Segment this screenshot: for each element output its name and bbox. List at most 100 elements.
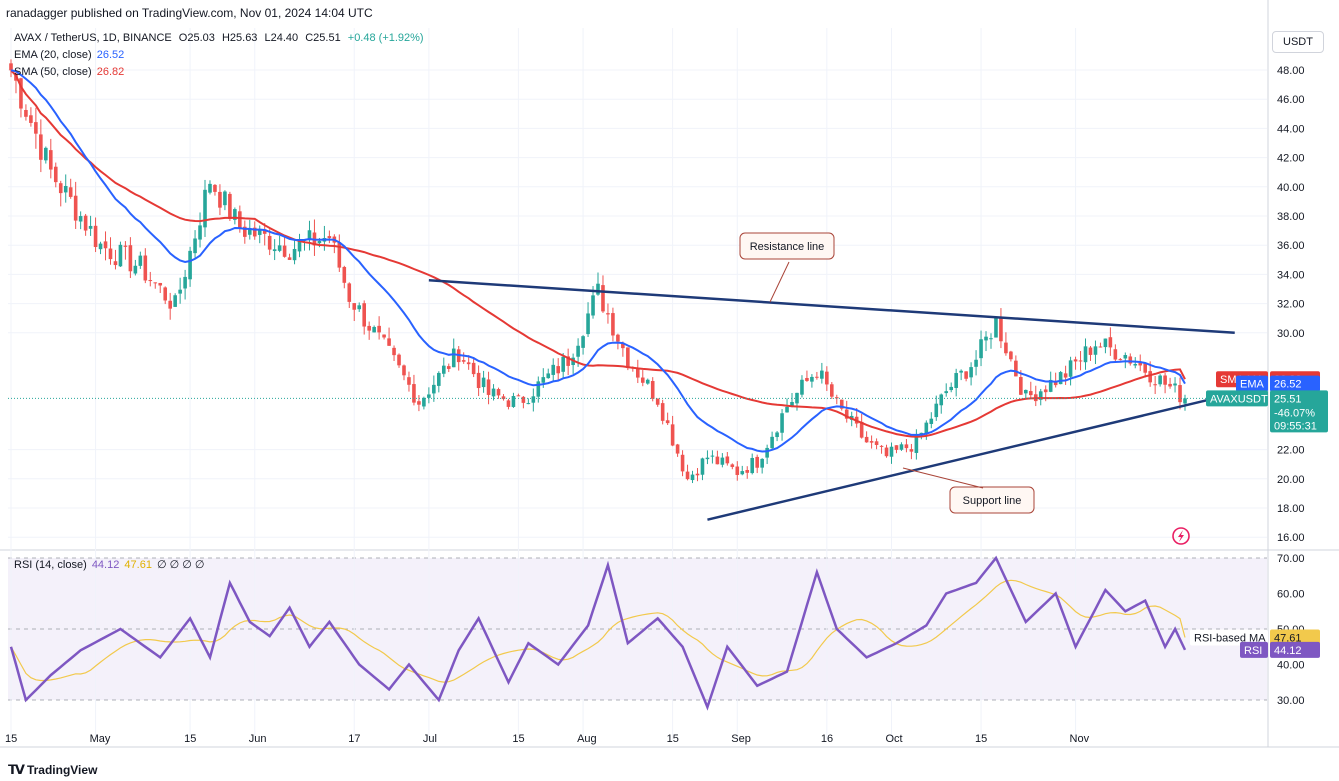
sma-legend[interactable]: SMA (50, close) 26.82 — [14, 66, 124, 78]
price-axis-name: AVAXUSDT — [1210, 393, 1268, 405]
price-tick-label: 18.00 — [1277, 503, 1305, 515]
candle — [665, 412, 670, 426]
candle — [277, 235, 282, 253]
rsi-ma-line — [10, 579, 1186, 683]
candle-body — [1038, 391, 1043, 400]
candle-body — [1158, 375, 1162, 385]
candle — [720, 453, 725, 468]
candle-body — [561, 356, 565, 372]
lightning-icon[interactable] — [1172, 527, 1190, 545]
candle-body — [844, 409, 849, 419]
candle-body — [760, 458, 764, 468]
candle — [168, 292, 172, 320]
candle — [1063, 365, 1068, 385]
candle — [616, 333, 620, 350]
candle-body — [267, 235, 272, 250]
support-trendline[interactable] — [707, 389, 1245, 521]
candle — [601, 275, 605, 313]
candle — [108, 237, 113, 265]
currency-button[interactable]: USDT — [1272, 31, 1324, 53]
candle — [611, 307, 615, 342]
candle-body — [1004, 342, 1008, 354]
candle — [178, 277, 182, 304]
candle-body — [188, 250, 192, 280]
candle — [969, 362, 973, 386]
candle-body — [108, 248, 113, 260]
candle-body — [491, 388, 496, 397]
candle-body — [800, 379, 804, 395]
candle-body — [203, 189, 207, 228]
candle — [735, 461, 740, 481]
candle — [725, 451, 730, 466]
tradingview-logo[interactable]: 𝗧𝗩 TradingView — [8, 762, 97, 778]
candle — [770, 431, 774, 451]
candle-body — [904, 444, 909, 449]
candle-body — [1178, 385, 1182, 403]
candle — [989, 333, 993, 349]
candle — [392, 345, 396, 362]
candle-body — [257, 228, 262, 235]
candle — [24, 104, 28, 121]
candle — [402, 364, 406, 381]
candle-body — [34, 122, 38, 134]
annotation-callout[interactable] — [949, 486, 1035, 514]
candle — [93, 217, 98, 253]
rsi-legend-label: RSI (14, close) — [14, 559, 87, 571]
rsi-ma-axis-value: 47.61 — [1274, 632, 1302, 644]
candle — [1143, 362, 1148, 378]
candle-body — [158, 282, 163, 286]
candle-body — [924, 422, 929, 435]
candle-body — [859, 421, 864, 438]
high-value: H25.63 — [221, 32, 258, 44]
candle-body — [889, 446, 894, 457]
candle-body — [451, 348, 456, 368]
candle — [521, 395, 526, 409]
candle-body — [1118, 359, 1123, 361]
candle — [233, 207, 237, 225]
candle — [994, 316, 998, 338]
candle — [188, 246, 192, 287]
candle-body — [98, 243, 103, 250]
candle — [138, 251, 143, 269]
candle-body — [750, 457, 755, 474]
candle — [556, 358, 561, 381]
candle-body — [1028, 391, 1033, 396]
ema-legend[interactable]: EMA (20, close) 26.52 — [14, 49, 124, 61]
time-tick-label: 15 — [5, 733, 17, 745]
candle — [208, 180, 212, 195]
candle — [377, 316, 381, 340]
candle-body — [252, 227, 257, 237]
candle-body — [1009, 351, 1013, 360]
price-tick-label: 36.00 — [1277, 240, 1305, 252]
candle — [63, 174, 68, 203]
candle-body — [422, 397, 426, 407]
candle — [163, 286, 168, 305]
candle — [606, 303, 610, 324]
candle-body — [441, 365, 446, 374]
time-tick-label: 15 — [512, 733, 524, 745]
candle-body — [1053, 381, 1058, 386]
symbol-label[interactable]: AVAX / TetherUS, 1D, BINANCE — [14, 32, 172, 44]
candle — [790, 393, 794, 408]
candle-body — [123, 245, 128, 247]
candle — [1128, 353, 1133, 366]
candle — [944, 383, 949, 397]
resistance-trendline[interactable] — [428, 278, 1235, 335]
price-tick-label: 30.00 — [1277, 328, 1305, 340]
rsi-legend[interactable]: RSI (14, close) 44.12 47.61 ∅ ∅ ∅ ∅ — [14, 558, 205, 571]
candle — [78, 211, 83, 230]
candle — [123, 241, 128, 260]
candle-body — [805, 378, 809, 381]
candle-body — [834, 397, 839, 399]
time-tick-label: 16 — [821, 733, 833, 745]
candle-body — [29, 115, 33, 123]
price-tick-label: 32.00 — [1277, 299, 1305, 311]
candle-body — [765, 447, 769, 458]
candle — [780, 409, 784, 441]
low-value: L24.40 — [264, 32, 299, 44]
candle-body — [307, 230, 312, 241]
candle-body — [710, 455, 715, 457]
annotation-callout[interactable] — [739, 232, 835, 260]
candle — [1103, 338, 1108, 354]
